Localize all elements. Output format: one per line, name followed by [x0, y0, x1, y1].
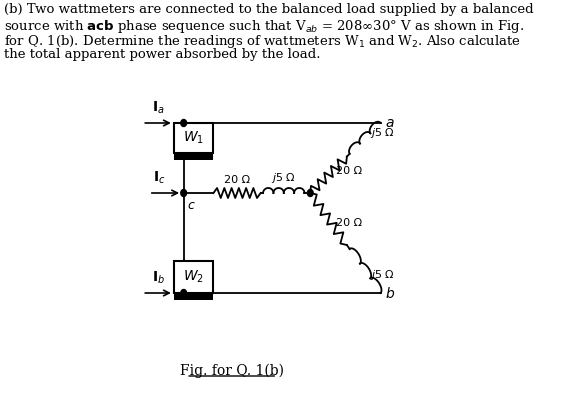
Text: $\mathbf{I}_c$: $\mathbf{I}_c$ — [153, 170, 165, 186]
Text: (b) Two wattmeters are connected to the balanced load supplied by a balanced: (b) Two wattmeters are connected to the … — [4, 3, 534, 16]
Text: $j$5 Ω: $j$5 Ω — [370, 126, 395, 140]
Text: $c$: $c$ — [187, 199, 196, 212]
Text: for Q. 1(b). Determine the readings of wattmeters W$_1$ and W$_2$. Also calculat: for Q. 1(b). Determine the readings of w… — [4, 33, 521, 50]
Text: 20 Ω: 20 Ω — [336, 218, 362, 228]
Circle shape — [181, 119, 186, 126]
Text: Fig. for Q. 1(b): Fig. for Q. 1(b) — [181, 364, 284, 378]
Text: $W_1$: $W_1$ — [183, 130, 204, 146]
Text: $\mathbf{I}_a$: $\mathbf{I}_a$ — [151, 100, 164, 116]
Text: $j$5 Ω: $j$5 Ω — [370, 268, 395, 282]
Text: $j$5 Ω: $j$5 Ω — [271, 171, 296, 185]
Text: $b$: $b$ — [385, 285, 395, 301]
Text: the total apparent power absorbed by the load.: the total apparent power absorbed by the… — [4, 48, 321, 61]
Bar — [174, 123, 213, 153]
Text: $a$: $a$ — [385, 116, 394, 130]
Circle shape — [307, 190, 313, 197]
Circle shape — [181, 190, 186, 197]
Circle shape — [181, 290, 186, 297]
Bar — [174, 153, 213, 160]
Text: $\mathbf{I}_b$: $\mathbf{I}_b$ — [151, 270, 164, 286]
Text: source with $\mathbf{acb}$ phase sequence such that V$_{ab}$ = 208∞30° V as show: source with $\mathbf{acb}$ phase sequenc… — [4, 18, 525, 35]
Text: $W_2$: $W_2$ — [183, 269, 204, 285]
Text: 20 Ω: 20 Ω — [224, 175, 250, 185]
Bar — [174, 293, 213, 300]
Text: 20 Ω: 20 Ω — [336, 166, 362, 176]
Bar — [174, 261, 213, 293]
